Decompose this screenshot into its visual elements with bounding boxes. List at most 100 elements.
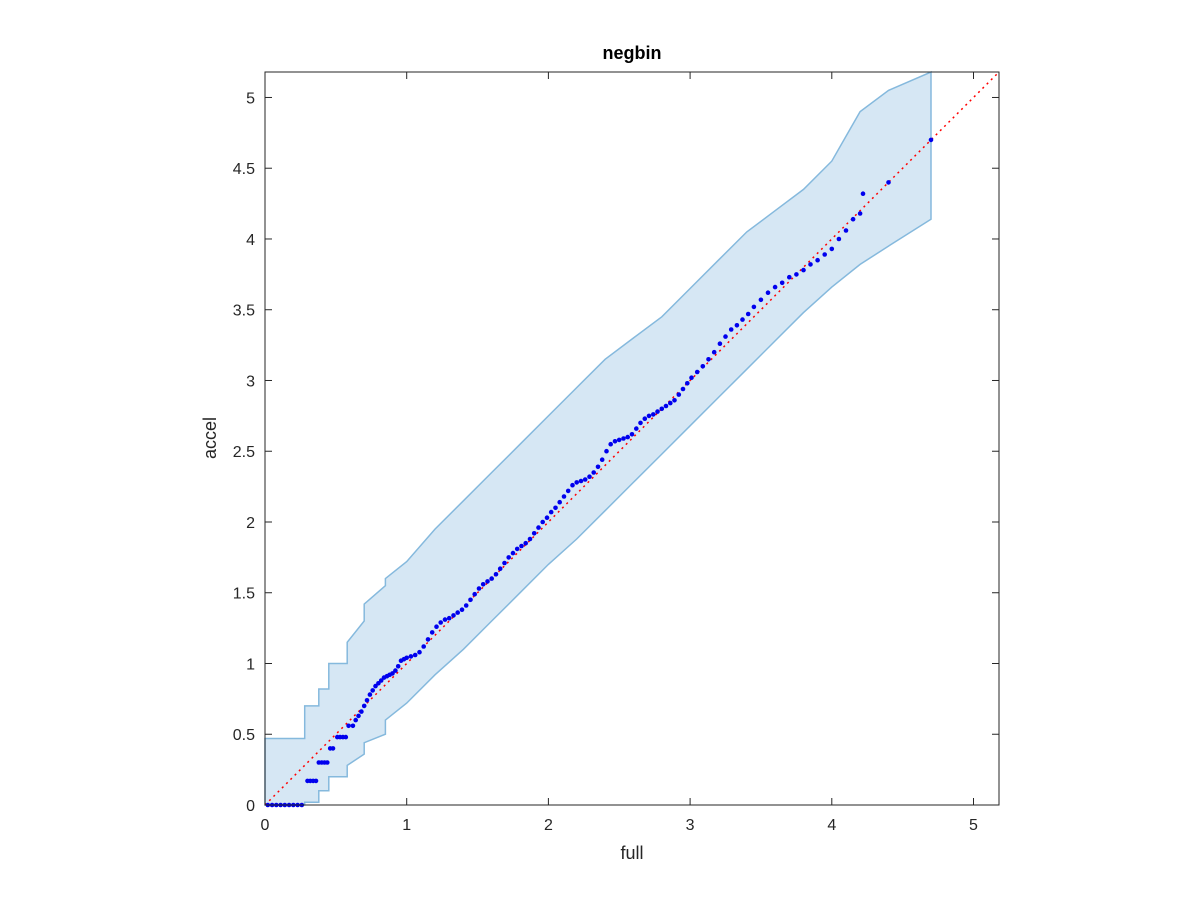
data-point (591, 470, 596, 475)
reference-line (264, 71, 1000, 806)
data-point (408, 654, 414, 659)
data-point (506, 555, 512, 560)
data-point (451, 613, 456, 618)
data-point (493, 572, 499, 577)
data-point (325, 760, 330, 765)
data-point (689, 375, 694, 381)
data-point (740, 317, 745, 322)
data-point (886, 180, 891, 185)
data-point (765, 290, 771, 296)
data-point (745, 311, 751, 317)
data-point (829, 246, 835, 252)
data-point (330, 746, 336, 751)
data-point (625, 434, 630, 440)
y-tick-label: 5 (246, 90, 255, 107)
data-point (787, 274, 792, 280)
data-point (629, 432, 635, 437)
data-point (531, 531, 537, 536)
data-point (438, 620, 444, 625)
data-point (758, 297, 764, 303)
data-point (376, 681, 381, 686)
data-point (672, 398, 677, 403)
y-axis: 0 0.5 1 1.5 2 2.5 3 3.5 4 4.5 5 (233, 90, 999, 815)
data-point (519, 543, 524, 549)
data-point (595, 464, 601, 470)
data-point (676, 392, 682, 397)
confidence-band (264, 70, 932, 806)
data-point (557, 499, 562, 505)
data-point (434, 624, 439, 629)
data-point (514, 546, 520, 552)
x-tick-label: 5 (969, 817, 978, 834)
data-point (717, 341, 723, 347)
data-point (587, 474, 592, 480)
data-point (599, 457, 605, 463)
data-point (361, 703, 367, 709)
data-point (412, 652, 418, 658)
data-point (429, 630, 435, 635)
data-point (370, 688, 376, 693)
data-point (343, 734, 349, 740)
x-tick-label: 1 (402, 817, 411, 834)
data-point (822, 252, 827, 257)
data-point (680, 386, 686, 392)
data-point (723, 334, 728, 339)
data-point (808, 262, 813, 267)
data-point (642, 416, 648, 422)
data-point (356, 713, 361, 719)
data-point (711, 349, 717, 355)
data-point (608, 441, 613, 447)
data-point (446, 615, 452, 621)
data-point (655, 409, 660, 414)
data-point (425, 637, 431, 642)
data-point (476, 586, 482, 591)
data-point (510, 550, 516, 556)
data-point (751, 304, 757, 310)
data-point (367, 692, 373, 697)
data-point (700, 364, 706, 369)
data-point (668, 400, 673, 406)
data-point (353, 717, 359, 723)
chart-title: negbin (603, 43, 662, 63)
data-point (850, 216, 856, 222)
data-point (651, 412, 656, 417)
data-point (706, 357, 711, 362)
data-point (634, 426, 639, 431)
data-point (565, 488, 571, 494)
data-point (663, 403, 669, 409)
data-point (779, 280, 785, 286)
y-tick-label: 3 (246, 373, 255, 390)
y-tick-label: 4.5 (233, 161, 255, 178)
data-point (417, 649, 422, 655)
data-point (390, 671, 395, 676)
data-point (685, 381, 690, 386)
data-point (794, 272, 799, 277)
data-point (574, 480, 579, 485)
data-point (373, 683, 378, 689)
data-point (734, 323, 740, 328)
data-point (502, 560, 507, 566)
x-axis-label: full (620, 843, 643, 863)
data-point (815, 257, 820, 263)
x-tick-label: 4 (827, 817, 836, 834)
y-tick-label: 2 (246, 515, 255, 532)
data-point (544, 515, 550, 520)
data-point (527, 536, 533, 542)
data-points (265, 137, 934, 808)
data-point (843, 228, 849, 233)
data-point (582, 477, 588, 482)
y-tick-label: 1.5 (233, 586, 255, 603)
data-point (836, 236, 842, 242)
data-point (772, 284, 778, 290)
y-tick-label: 1 (246, 656, 255, 673)
data-point (561, 494, 567, 499)
data-point (578, 478, 584, 484)
data-point (523, 540, 528, 546)
y-axis-label: accel (200, 417, 220, 459)
data-point (442, 617, 448, 622)
data-point (313, 778, 319, 784)
data-point (728, 327, 734, 332)
data-point (604, 448, 609, 454)
data-point (540, 519, 545, 525)
x-tick-label: 2 (544, 817, 553, 834)
